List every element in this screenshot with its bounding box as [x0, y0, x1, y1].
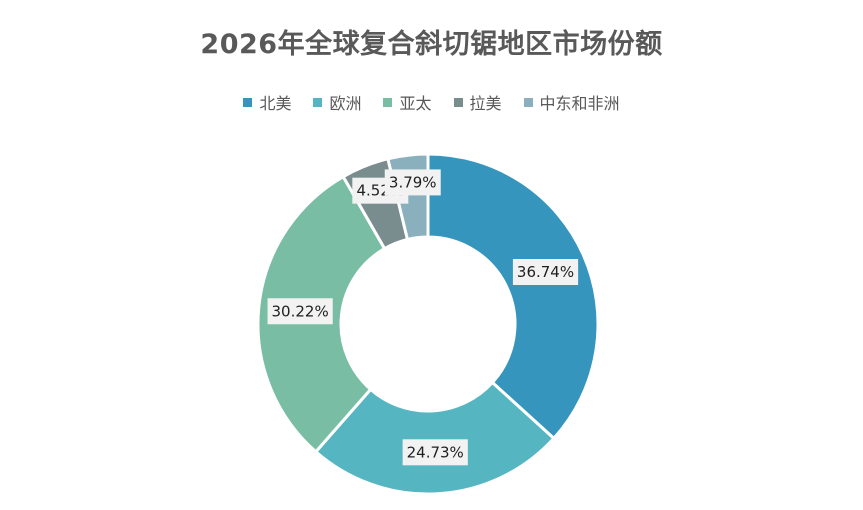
legend-item-latin-america: 拉美: [453, 90, 502, 114]
legend-swatch-asia-pacific: [383, 97, 393, 107]
legend-swatch-north-america: [243, 97, 253, 107]
data-label-box-asia-pacific: [267, 298, 333, 325]
chart-title: 2026年全球复合斜切锯地区市场份额: [200, 29, 663, 60]
legend-label-north-america: 北美: [259, 94, 292, 113]
data-label-europe: 24.73%: [402, 439, 468, 466]
data-label-box-mea: [384, 169, 441, 196]
legend-label-asia-pacific: 亚太: [399, 94, 432, 113]
legend-item-north-america: 北美: [243, 90, 291, 114]
data-label-text-europe: 24.73%: [407, 443, 464, 461]
data-label-text-mea: 3.79%: [389, 173, 437, 191]
legend-item-asia-pacific: 亚太: [383, 90, 432, 114]
slice-north-america: [426, 152, 600, 441]
legend-item-europe: 欧洲: [313, 90, 361, 114]
legend-label-europe: 欧洲: [329, 94, 362, 113]
data-label-box-europe: [402, 439, 468, 466]
data-label-box-north-america: [512, 259, 579, 286]
data-label-mea: 3.79%: [384, 169, 441, 196]
legend-label-mea: 中东和非洲: [539, 94, 620, 113]
legend: 北美 欧洲 亚太 拉美 中东和非洲: [0, 90, 863, 114]
data-label-north-america: 36.74%: [512, 259, 579, 286]
data-label-asia-pacific: 30.22%: [267, 298, 333, 325]
legend-label-latin-america: 拉美: [469, 94, 502, 113]
legend-item-mea: 中东和非洲: [523, 90, 620, 114]
legend-swatch-mea: [523, 97, 533, 107]
slice-europe: [313, 380, 556, 496]
legend-swatch-europe: [313, 97, 323, 107]
legend-swatch-latin-america: [453, 97, 463, 107]
data-label-text-north-america: 36.74%: [517, 263, 574, 281]
data-label-text-asia-pacific: 30.22%: [272, 302, 329, 320]
